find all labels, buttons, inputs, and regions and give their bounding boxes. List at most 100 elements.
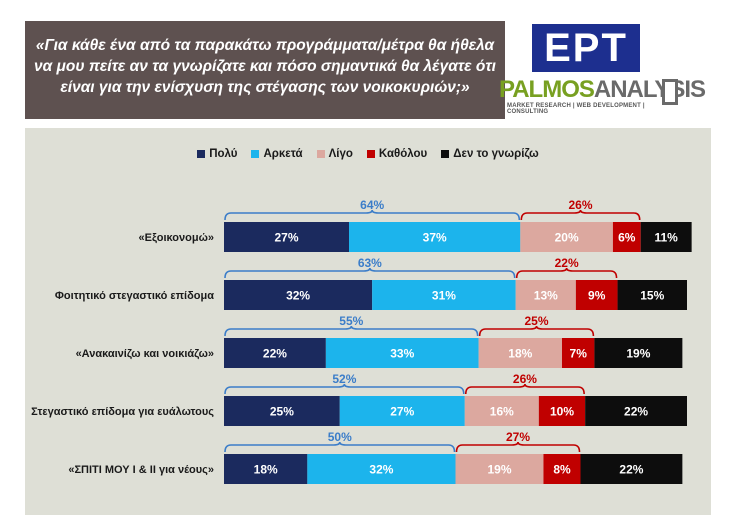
legend-label-4: Δεν το γνωρίζω [453, 148, 539, 160]
legend-label-3: Καθόλου [378, 148, 428, 160]
bar-segment-1-4 [617, 280, 687, 310]
bar-segment-3-2 [464, 396, 539, 426]
bar-value-label-3-0: 25% [270, 405, 294, 419]
bar-value-label-3-3: 10% [550, 405, 574, 419]
bar-segment-3-0 [224, 396, 340, 426]
category-label-2: «Ανακαινίζω και νοικιάζω» [76, 348, 214, 360]
bar-segment-2-0 [224, 338, 326, 368]
bar-segment-2-4 [594, 338, 683, 368]
group-total-label-3-0: 52% [332, 372, 356, 386]
bar-value-label-1-0: 32% [286, 289, 310, 303]
group-bracket-2-0 [224, 325, 479, 337]
group-bracket-0-0 [224, 209, 521, 221]
legend-swatch-0 [197, 150, 206, 158]
bar-segment-1-1 [372, 280, 516, 310]
bar-value-label-0-4: 11% [654, 231, 678, 245]
bar-value-label-4-0: 18% [254, 463, 278, 477]
group-bracket-1-1 [515, 267, 618, 279]
bar-value-label-0-3: 6% [618, 231, 636, 245]
category-label-4: «ΣΠΙΤΙ ΜΟΥ Ι & ΙΙ για νέους» [68, 464, 214, 476]
question-banner: «Για κάθε ένα από τα παρακάτω προγράμματ… [25, 21, 505, 119]
bar-segment-2-3 [561, 338, 595, 368]
legend-swatch-1 [251, 150, 260, 158]
group-total-label-0-1: 26% [568, 198, 592, 212]
group-total-label-3-1: 26% [513, 372, 537, 386]
bar-segment-3-4 [585, 396, 687, 426]
legend-swatch-4 [441, 150, 450, 158]
bar-value-label-0-1: 37% [423, 231, 447, 245]
group-bracket-2-1 [478, 325, 595, 337]
chart-legend: Πολύ Αρκετά Λίγο Καθόλου Δεν το γνωρίζω [0, 148, 736, 160]
bar-value-label-2-3: 7% [570, 347, 588, 361]
bar-segment-1-3 [575, 280, 618, 310]
bar-value-label-4-1: 32% [369, 463, 393, 477]
legend-label-1: Αρκετά [263, 148, 303, 160]
group-bracket-0-1 [520, 209, 641, 221]
question-line-3: είναι για την ενίσχυση της στέγασης των … [60, 79, 470, 96]
bar-segment-4-0 [224, 454, 308, 484]
bar-value-label-3-4: 22% [624, 405, 648, 419]
bar-value-label-0-0: 27% [274, 231, 298, 245]
chart-panel [25, 128, 711, 515]
group-total-label-2-0: 55% [339, 314, 363, 328]
bar-segment-1-0 [224, 280, 373, 310]
bar-segment-0-2 [520, 222, 613, 252]
bar-segment-3-3 [538, 396, 586, 426]
bar-segment-4-4 [580, 454, 683, 484]
group-bracket-3-0 [224, 383, 465, 395]
question-line-1: «Για κάθε ένα από τα παρακάτω προγράμματ… [35, 37, 495, 54]
legend-swatch-2 [316, 150, 325, 158]
legend-item-2: Λίγο [316, 148, 353, 160]
bar-segment-4-2 [455, 454, 544, 484]
bar-segment-4-1 [307, 454, 456, 484]
question-text: «Για κάθε ένα από τα παρακάτω προγράμματ… [25, 35, 505, 98]
bar-segment-4-3 [543, 454, 581, 484]
group-total-label-4-0: 50% [328, 430, 352, 444]
bar-value-label-1-2: 13% [534, 289, 558, 303]
bar-segment-0-0 [224, 222, 350, 252]
group-bracket-4-1 [455, 441, 581, 453]
legend-label-2: Λίγο [328, 148, 353, 160]
bar-segment-0-4 [640, 222, 692, 252]
legend-item-1: Αρκετά [251, 148, 303, 160]
logo-area: ΕΡΤ PALMOSANALYSIS MARKET RESEARCH | WEB… [499, 21, 706, 119]
legend-item-0: Πολύ [197, 148, 237, 160]
palmos-logo-mark-icon [662, 79, 678, 105]
palmos-logo-part2: ANALYSIS [593, 76, 706, 103]
bar-value-label-2-2: 18% [508, 347, 532, 361]
bar-segment-3-1 [339, 396, 465, 426]
group-total-label-1-1: 22% [555, 256, 579, 270]
bar-segment-2-2 [478, 338, 562, 368]
bar-value-label-2-1: 33% [390, 347, 414, 361]
bar-segment-2-1 [325, 338, 479, 368]
bar-value-label-3-1: 27% [390, 405, 414, 419]
bar-value-label-3-2: 16% [490, 405, 514, 419]
legend-item-3: Καθόλου [366, 148, 428, 160]
question-line-2: να μου πείτε αν τα γνωρίζατε και πόσο ση… [34, 58, 496, 75]
bar-value-label-2-0: 22% [263, 347, 287, 361]
palmos-logo-part1: PALMOS [499, 76, 595, 103]
bar-value-label-4-4: 22% [619, 463, 643, 477]
bar-value-label-1-3: 9% [588, 289, 606, 303]
bar-segment-1-2 [515, 280, 576, 310]
bar-value-label-1-1: 31% [432, 289, 456, 303]
group-total-label-0-0: 64% [360, 198, 384, 212]
bar-value-label-4-3: 8% [553, 463, 571, 477]
group-bracket-4-0 [224, 441, 456, 453]
group-bracket-3-1 [464, 383, 585, 395]
bar-segment-0-1 [349, 222, 521, 252]
group-total-label-1-0: 63% [358, 256, 382, 270]
group-total-label-2-1: 25% [525, 314, 549, 328]
group-total-label-4-1: 27% [506, 430, 530, 444]
legend-label-0: Πολύ [209, 148, 238, 160]
category-label-1: Φοιτητικό στεγαστικό επίδομα [55, 290, 214, 302]
bar-value-label-0-2: 20% [555, 231, 579, 245]
palmos-tagline: MARKET RESEARCH | WEB DEVELOPMENT | CONS… [507, 103, 645, 115]
category-label-0: «Εξοικονομώ» [139, 232, 214, 244]
ert-logo: ΕΡΤ [532, 24, 640, 72]
bar-segment-0-3 [612, 222, 641, 252]
group-bracket-1-0 [224, 267, 516, 279]
bar-value-label-4-2: 19% [487, 463, 511, 477]
bar-value-label-1-4: 15% [640, 289, 664, 303]
